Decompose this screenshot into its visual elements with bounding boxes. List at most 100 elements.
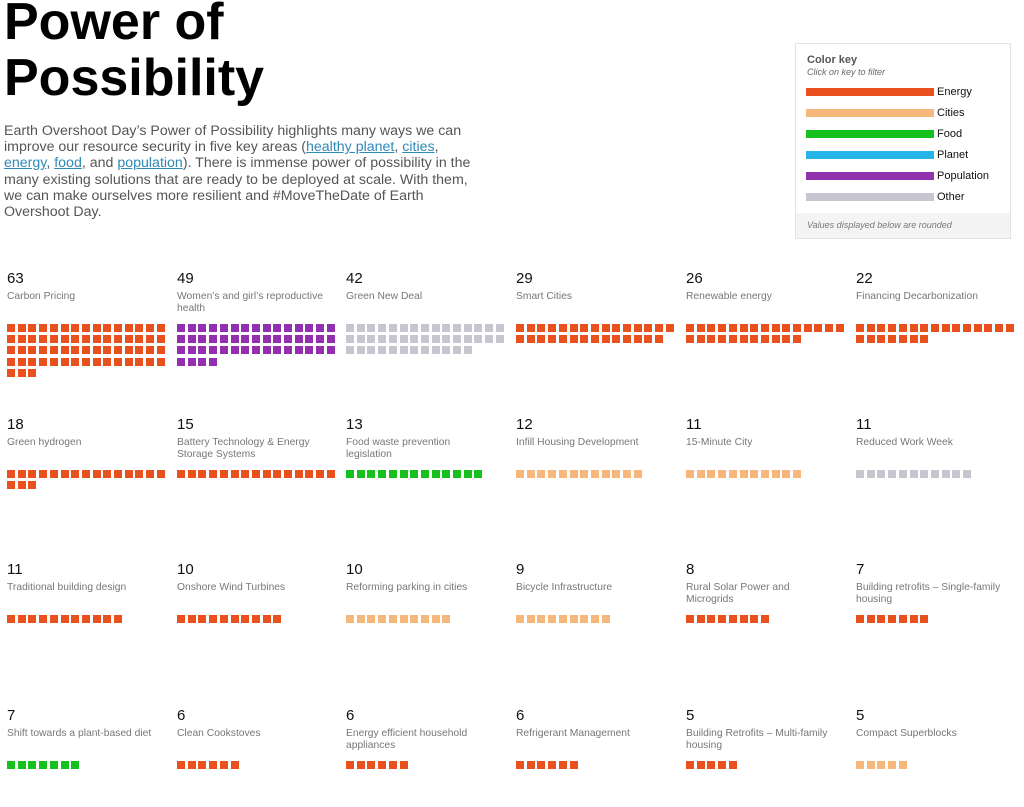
waffle-square bbox=[7, 335, 15, 344]
solution-card[interactable]: 63 Carbon Pricing bbox=[7, 270, 177, 410]
solution-card[interactable]: 13 Food waste prevention legislation bbox=[346, 416, 516, 556]
solution-card[interactable]: 15 Battery Technology & Energy Storage Sy… bbox=[177, 416, 347, 556]
waffle-square bbox=[580, 335, 589, 344]
solution-card[interactable]: 8 Rural Solar Power and Microgrids bbox=[686, 561, 856, 701]
waffle-square bbox=[209, 761, 218, 769]
waffle-square bbox=[71, 324, 80, 332]
waffle-square bbox=[241, 324, 250, 332]
waffle-square bbox=[187, 615, 196, 623]
color-key-item-energy[interactable]: Energy bbox=[806, 85, 972, 99]
waffle-square bbox=[251, 324, 260, 332]
solution-card[interactable]: 10 Reforming parking in cities bbox=[346, 561, 516, 701]
waffle-square bbox=[156, 346, 165, 355]
waffle-square bbox=[209, 470, 218, 478]
solution-card[interactable]: 6 Refrigerant Management bbox=[516, 707, 686, 807]
waffle-square bbox=[356, 615, 365, 623]
solution-card[interactable]: 49 Women’s and girl’s reproductive health bbox=[177, 270, 347, 410]
link-cities[interactable]: cities bbox=[402, 139, 435, 156]
waffle-square bbox=[356, 324, 365, 332]
waffle-square bbox=[782, 470, 791, 478]
waffle-square bbox=[856, 335, 864, 344]
waffle-square bbox=[431, 470, 440, 478]
waffle-square bbox=[367, 761, 376, 769]
solution-value: 7 bbox=[7, 707, 16, 724]
waffle-square bbox=[17, 346, 26, 355]
waffle-square bbox=[367, 615, 376, 623]
waffle-square bbox=[463, 324, 472, 332]
waffle-square bbox=[326, 470, 335, 478]
waffle-square bbox=[644, 324, 653, 332]
waffle-square bbox=[984, 324, 993, 332]
solution-card[interactable]: 22 Financing Decarbonization bbox=[856, 270, 1024, 410]
solution-card[interactable]: 6 Clean Cookstoves bbox=[177, 707, 347, 807]
waffle-square bbox=[696, 761, 705, 769]
solution-card[interactable]: 6 Energy efficient household appliances bbox=[346, 707, 516, 807]
waffle-square bbox=[367, 335, 376, 344]
color-key-item-population[interactable]: Population bbox=[806, 169, 989, 183]
waffle-square bbox=[782, 335, 791, 344]
solution-card[interactable]: 26 Renewable energy bbox=[686, 270, 856, 410]
color-key-item-food[interactable]: Food bbox=[806, 127, 962, 141]
waffle-square bbox=[909, 615, 918, 623]
waffle-square bbox=[28, 346, 37, 355]
waffle-square bbox=[219, 470, 228, 478]
solution-card[interactable]: 11 Reduced Work Week bbox=[856, 416, 1024, 556]
waffle-square bbox=[453, 470, 461, 478]
waffle-square bbox=[305, 324, 314, 332]
solution-card[interactable]: 9 Bicycle Infrastructure bbox=[516, 561, 686, 701]
waffle-square bbox=[39, 357, 48, 366]
solution-card[interactable]: 18 Green hydrogen bbox=[7, 416, 177, 556]
waffle-square bbox=[305, 335, 314, 344]
waffle-square bbox=[973, 324, 982, 332]
waffle-square bbox=[103, 470, 112, 478]
waffle-square bbox=[463, 335, 472, 344]
waffle-square bbox=[378, 615, 387, 623]
solution-card[interactable]: 12 Infill Housing Development bbox=[516, 416, 686, 556]
color-key-item-planet[interactable]: Planet bbox=[806, 148, 968, 162]
waffle-square bbox=[495, 324, 504, 332]
solution-card[interactable]: 7 Shift towards a plant-based diet bbox=[7, 707, 177, 807]
solution-card[interactable]: 29 Smart Cities bbox=[516, 270, 686, 410]
waffle-square bbox=[367, 346, 376, 355]
solution-card[interactable]: 11 Traditional building design bbox=[7, 561, 177, 701]
solution-card[interactable]: 42 Green New Deal bbox=[346, 270, 516, 410]
solution-label: Rural Solar Power and Microgrids bbox=[686, 582, 790, 605]
waffle-square bbox=[198, 761, 207, 769]
solution-card[interactable]: 7 Building retrofits – Single-family hous… bbox=[856, 561, 1024, 701]
solution-card[interactable]: 10 Onshore Wind Turbines bbox=[177, 561, 347, 701]
waffle-square bbox=[558, 615, 567, 623]
waffle-square bbox=[590, 335, 599, 344]
waffle-square bbox=[793, 470, 801, 478]
waffle-square bbox=[442, 346, 451, 355]
link-healthy-planet[interactable]: healthy planet bbox=[306, 139, 395, 156]
waffle-square bbox=[356, 470, 365, 478]
link-energy[interactable]: energy bbox=[4, 155, 47, 172]
waffle-square bbox=[378, 324, 387, 332]
waffle-square bbox=[866, 470, 875, 478]
waffle-square bbox=[526, 324, 535, 332]
solution-label: Smart Cities bbox=[516, 291, 573, 302]
waffle-square bbox=[230, 470, 239, 478]
waffle-square bbox=[7, 368, 15, 377]
color-swatch bbox=[806, 109, 934, 117]
link-population[interactable]: population bbox=[117, 155, 183, 172]
waffle-square bbox=[316, 335, 325, 344]
waffle-square bbox=[388, 346, 397, 355]
waffle-square bbox=[273, 324, 282, 332]
page-title: Power of Possibility bbox=[4, 0, 265, 107]
solution-card[interactable]: 11 15-Minute City bbox=[686, 416, 856, 556]
waffle-square bbox=[1005, 324, 1014, 332]
waffle-square bbox=[39, 761, 48, 769]
solution-card[interactable]: 5 Building Retrofits – Multi-family housi… bbox=[686, 707, 856, 807]
separator: , bbox=[46, 155, 55, 172]
waffle-square bbox=[60, 470, 69, 478]
color-key-item-cities[interactable]: Cities bbox=[806, 106, 965, 120]
solution-card[interactable]: 5 Compact Superblocks bbox=[856, 707, 1024, 807]
color-key-item-other[interactable]: Other bbox=[806, 190, 965, 204]
waffle-square bbox=[399, 324, 408, 332]
waffle-square bbox=[420, 615, 429, 623]
waffle-square bbox=[590, 470, 599, 478]
waffle-square bbox=[39, 324, 48, 332]
waffle-square bbox=[49, 470, 58, 478]
link-food[interactable]: food bbox=[54, 155, 82, 172]
